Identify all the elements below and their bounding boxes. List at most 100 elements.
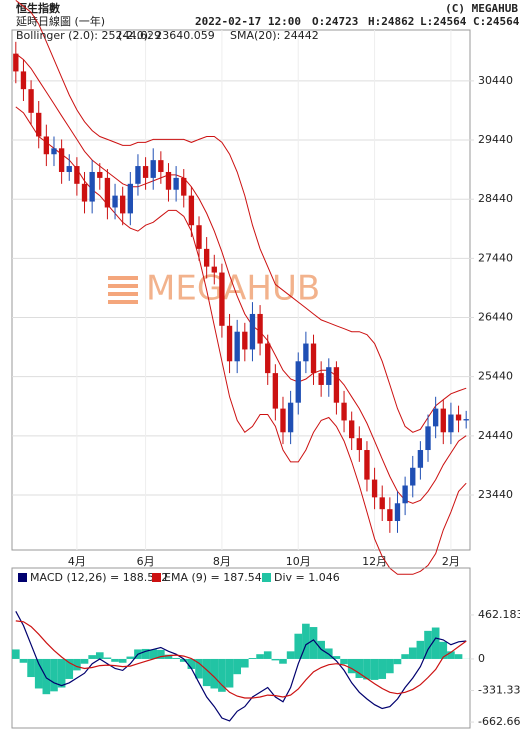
macd-line <box>15 611 467 722</box>
y-tick-label: 30440 <box>478 74 513 87</box>
y-tick-label: -331.332 <box>478 684 520 697</box>
candle-body <box>364 450 370 480</box>
candle-body <box>463 419 469 421</box>
candle-body <box>318 373 324 385</box>
bollinger-line <box>15 0 467 433</box>
div-bar <box>332 656 341 659</box>
div-bar <box>19 658 28 663</box>
div-bar <box>439 641 448 659</box>
logo-stripes <box>108 276 138 304</box>
legend-swatch <box>18 573 27 582</box>
candle-body <box>74 166 80 184</box>
div-bar <box>149 649 158 659</box>
div-bar <box>424 630 432 659</box>
candle-body <box>265 343 271 374</box>
div-bar <box>57 658 66 688</box>
chart-title: 恒生指數 <box>16 1 60 15</box>
div-bar <box>386 658 394 674</box>
y-tick-label: 25440 <box>478 370 513 383</box>
div-bar <box>103 657 112 659</box>
legend-entry: (-2.0): 23640.059 <box>118 29 215 42</box>
div-bar <box>95 652 104 659</box>
candle-body <box>349 420 355 439</box>
div-bar <box>393 658 402 665</box>
legend-entry: Div = 1.046 <box>274 571 340 584</box>
ohlc-label: C:24564 <box>473 15 520 28</box>
div-bar <box>408 647 417 659</box>
y-tick-label: 23440 <box>478 488 513 501</box>
candle-body <box>249 313 256 350</box>
watermark: MEGAHUB <box>146 269 320 309</box>
plot-frame <box>11 29 471 551</box>
div-bar <box>118 658 127 663</box>
candle-body <box>234 331 240 362</box>
div-bar <box>88 655 96 659</box>
candle-body <box>203 248 210 267</box>
candle-body <box>28 89 34 113</box>
candle-body <box>97 171 103 178</box>
legend-swatch <box>152 573 161 582</box>
candle-body <box>326 367 332 385</box>
div-bar <box>111 658 119 662</box>
div-bar <box>378 658 387 679</box>
div-bar <box>42 658 51 695</box>
candle-body <box>196 225 202 249</box>
macd-line <box>15 620 467 699</box>
candle-body <box>150 160 156 178</box>
x-tick-label: 2月 <box>442 555 460 568</box>
x-tick-label: 4月 <box>68 555 86 568</box>
div-bar <box>65 658 74 679</box>
div-bar <box>27 658 35 678</box>
candle-body <box>36 112 42 137</box>
y-tick-label: 27440 <box>478 251 513 264</box>
div-bar <box>355 658 364 678</box>
div-bar <box>202 658 211 687</box>
y-tick-label: 28440 <box>478 192 513 205</box>
div-bar <box>12 649 20 659</box>
candle-body <box>440 408 446 433</box>
candle-body <box>120 195 126 214</box>
candle-body <box>287 402 294 433</box>
candle-body <box>81 183 88 202</box>
div-bar <box>210 658 219 689</box>
div-bar <box>225 658 234 688</box>
candle-body <box>257 313 263 344</box>
candle-body <box>127 183 133 214</box>
div-bar <box>294 633 303 659</box>
candle-body <box>295 361 301 403</box>
candle-body <box>158 160 164 172</box>
div-bar <box>233 658 241 675</box>
bollinger-line <box>15 53 467 504</box>
candle-body <box>112 195 118 208</box>
x-tick-label: 8月 <box>213 555 231 568</box>
x-tick-label: 10月 <box>286 555 311 568</box>
div-bar <box>73 658 81 671</box>
plot-frame <box>11 567 471 729</box>
div-bar <box>454 654 463 659</box>
div-bar <box>347 658 356 674</box>
legend-entry: MACD (12,26) = 188.592 <box>30 571 168 584</box>
candle-body <box>51 148 57 155</box>
candle-body <box>455 414 462 421</box>
div-bar <box>340 658 348 665</box>
div-bar <box>218 658 226 692</box>
candle-body <box>104 177 111 208</box>
x-tick-label: 12月 <box>362 555 387 568</box>
ohlc-label: H:24862 <box>368 15 414 28</box>
chart-subtitle: 延時日線圖 (一年) <box>16 14 105 28</box>
div-bar <box>370 658 379 680</box>
div-bar <box>363 658 371 680</box>
y-tick-label: -662.664 <box>478 715 520 728</box>
candle-body <box>379 497 385 510</box>
candle-body <box>402 485 408 504</box>
candle-body <box>226 325 233 362</box>
candle-body <box>20 71 27 90</box>
legend-swatch <box>262 573 271 582</box>
div-bar <box>256 654 264 659</box>
y-tick-label: 26440 <box>478 311 513 324</box>
ohlc-label: L:24564 <box>420 15 467 28</box>
ohlc-label: O:24723 <box>312 15 358 28</box>
candle-body <box>303 343 309 362</box>
div-bar <box>241 658 249 668</box>
y-tick-label: 29440 <box>478 133 513 146</box>
